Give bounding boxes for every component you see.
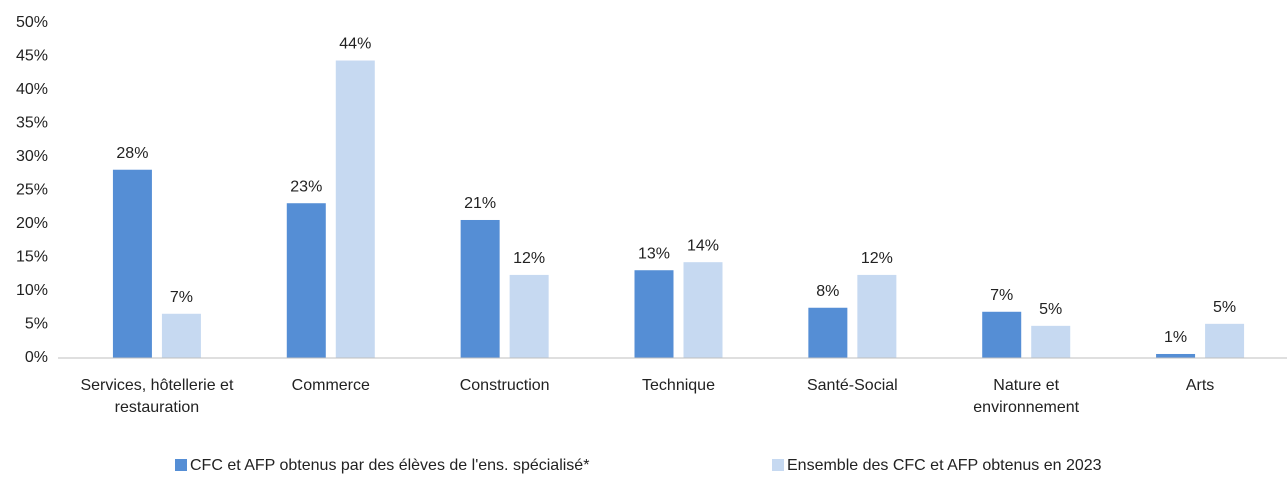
y-tick-label: 15% — [16, 249, 48, 266]
bar — [460, 219, 500, 358]
x-tick-label: Commerce — [291, 377, 370, 394]
bar — [634, 270, 674, 358]
y-tick-label: 20% — [16, 215, 48, 232]
value-label: 5% — [1039, 301, 1062, 318]
x-tick-label: Santé-Social — [806, 377, 898, 394]
value-label: 21% — [464, 195, 496, 212]
y-tick-label: 0% — [25, 349, 48, 366]
value-label: 28% — [116, 145, 148, 162]
x-tick-label: Construction — [459, 377, 550, 394]
bar — [808, 307, 848, 358]
bar — [509, 274, 549, 358]
value-label: 7% — [170, 289, 193, 306]
bar — [1205, 323, 1245, 358]
value-label: 14% — [687, 237, 719, 254]
value-label: 8% — [816, 283, 839, 300]
bar — [1156, 353, 1196, 358]
y-tick-label: 50% — [16, 14, 48, 31]
value-label: 12% — [861, 250, 893, 267]
x-tick-label: Arts — [1185, 377, 1215, 394]
y-tick-label: 10% — [16, 282, 48, 299]
y-tick-label: 35% — [16, 115, 48, 132]
legend-swatch — [175, 459, 187, 471]
y-tick-label: 40% — [16, 81, 48, 98]
bar — [982, 311, 1022, 358]
value-label: 12% — [513, 250, 545, 267]
bar — [335, 60, 375, 359]
legend-label: CFC et AFP obtenus par des élèves de l'e… — [190, 457, 589, 474]
value-label: 7% — [990, 287, 1013, 304]
bar — [161, 313, 201, 358]
bar — [683, 262, 723, 358]
x-tick-label: Technique — [642, 377, 715, 394]
value-label: 5% — [1213, 299, 1236, 316]
y-tick-label: 45% — [16, 48, 48, 65]
legend-label: Ensemble des CFC et AFP obtenus en 2023 — [787, 457, 1102, 474]
bar — [112, 169, 152, 358]
legend-swatch — [772, 459, 784, 471]
value-label: 23% — [290, 178, 322, 195]
bar — [286, 203, 326, 358]
y-tick-label: 25% — [16, 182, 48, 199]
value-label: 1% — [1164, 329, 1187, 346]
y-tick-label: 30% — [16, 148, 48, 165]
bar — [857, 274, 897, 358]
bar — [1031, 325, 1071, 358]
y-tick-label: 5% — [25, 316, 48, 333]
x-tick-label: Nature et environnement — [973, 377, 1080, 416]
value-label: 44% — [339, 36, 371, 53]
x-tick-label: Services, hôtellerie et restauration — [80, 377, 234, 416]
value-label: 13% — [638, 245, 670, 262]
